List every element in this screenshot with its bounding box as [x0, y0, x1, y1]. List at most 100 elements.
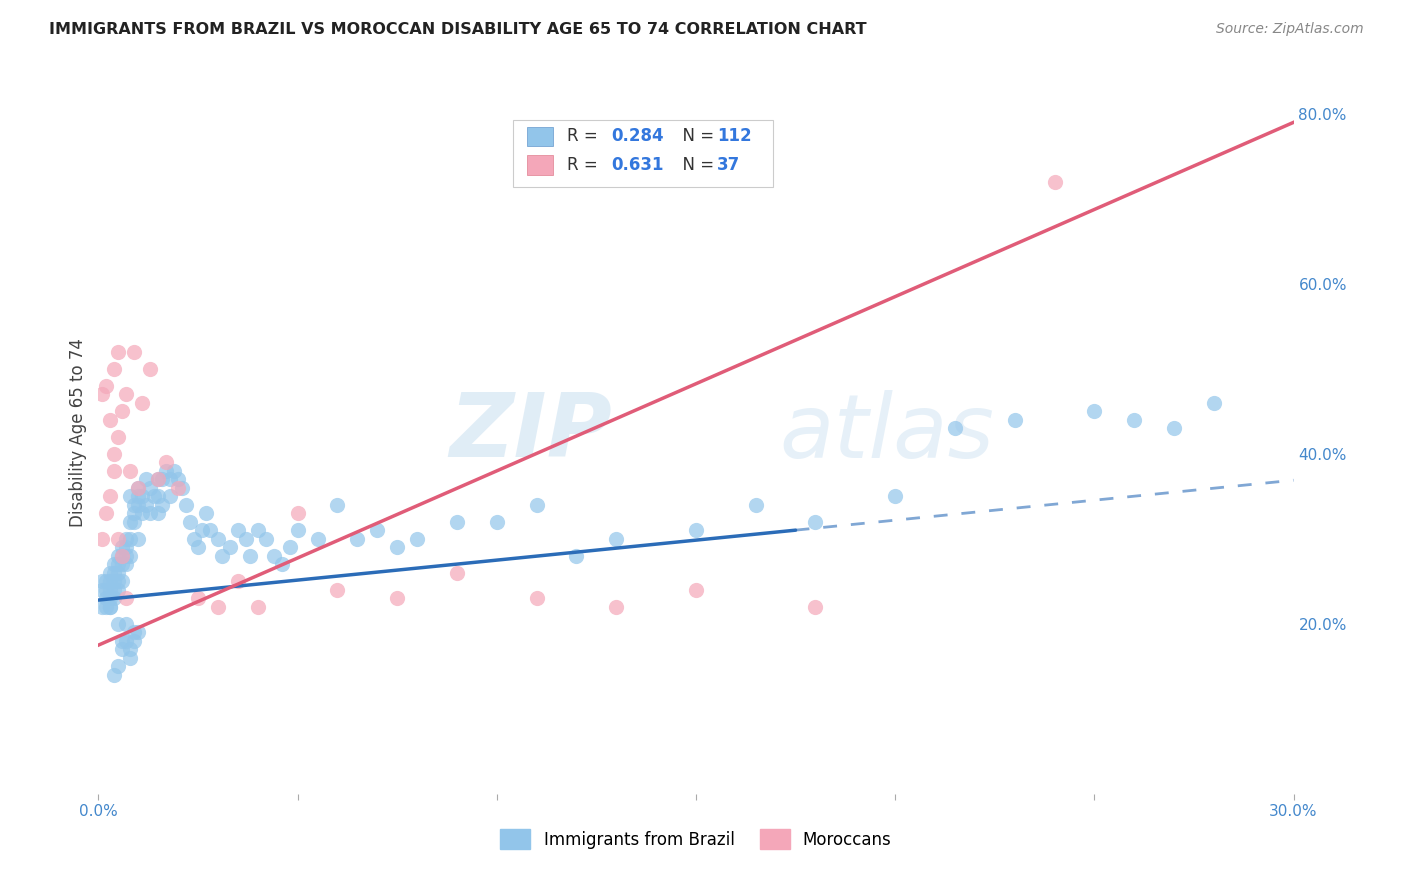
Immigrants from Brazil: [103, 558, 125, 572]
Immigrants from Brazil: [107, 616, 129, 631]
Immigrants from Brazil: [366, 524, 388, 538]
Immigrants from Brazil: [1123, 413, 1146, 427]
Immigrants from Brazil: [131, 507, 153, 521]
Text: IMMIGRANTS FROM BRAZIL VS MOROCCAN DISABILITY AGE 65 TO 74 CORRELATION CHART: IMMIGRANTS FROM BRAZIL VS MOROCCAN DISAB…: [49, 22, 868, 37]
Immigrants from Brazil: [307, 532, 329, 546]
Immigrants from Brazil: [107, 574, 129, 589]
Immigrants from Brazil: [219, 541, 242, 555]
Text: Source: ZipAtlas.com: Source: ZipAtlas.com: [1216, 22, 1364, 37]
Immigrants from Brazil: [287, 524, 309, 538]
Moroccans: [120, 464, 142, 478]
Immigrants from Brazil: [270, 558, 292, 572]
Immigrants from Brazil: [91, 574, 114, 589]
Moroccans: [96, 379, 118, 393]
Immigrants from Brazil: [115, 541, 138, 555]
Immigrants from Brazil: [127, 481, 149, 495]
Immigrants from Brazil: [115, 633, 138, 648]
Immigrants from Brazil: [150, 472, 173, 486]
Moroccans: [107, 532, 129, 546]
Immigrants from Brazil: [226, 524, 249, 538]
Immigrants from Brazil: [1004, 413, 1026, 427]
Immigrants from Brazil: [346, 532, 368, 546]
Moroccans: [446, 566, 468, 580]
Immigrants from Brazil: [107, 659, 129, 673]
Immigrants from Brazil: [124, 515, 146, 529]
Immigrants from Brazil: [107, 549, 129, 563]
Immigrants from Brazil: [124, 507, 146, 521]
Moroccans: [139, 362, 162, 376]
Immigrants from Brazil: [198, 524, 221, 538]
Immigrants from Brazil: [127, 625, 149, 640]
Immigrants from Brazil: [254, 532, 277, 546]
Y-axis label: Disability Age 65 to 74: Disability Age 65 to 74: [69, 338, 87, 527]
Text: 0.284: 0.284: [612, 128, 664, 145]
Immigrants from Brazil: [235, 532, 257, 546]
Immigrants from Brazil: [120, 515, 142, 529]
Immigrants from Brazil: [98, 566, 122, 580]
Text: N =: N =: [672, 156, 720, 174]
Immigrants from Brazil: [111, 642, 134, 657]
Moroccans: [96, 507, 118, 521]
Immigrants from Brazil: [685, 524, 707, 538]
Immigrants from Brazil: [98, 591, 122, 606]
Moroccans: [91, 532, 114, 546]
Moroccans: [685, 582, 707, 597]
Immigrants from Brazil: [159, 489, 181, 503]
Immigrants from Brazil: [485, 515, 508, 529]
Immigrants from Brazil: [1163, 421, 1185, 435]
Immigrants from Brazil: [124, 633, 146, 648]
Immigrants from Brazil: [103, 566, 125, 580]
Immigrants from Brazil: [120, 532, 142, 546]
Immigrants from Brazil: [526, 498, 548, 512]
Immigrants from Brazil: [211, 549, 233, 563]
Immigrants from Brazil: [446, 515, 468, 529]
Moroccans: [326, 582, 349, 597]
Immigrants from Brazil: [103, 582, 125, 597]
Immigrants from Brazil: [163, 464, 186, 478]
Moroccans: [124, 344, 146, 359]
Immigrants from Brazil: [143, 489, 166, 503]
Immigrants from Brazil: [148, 489, 170, 503]
Moroccans: [98, 489, 122, 503]
Immigrants from Brazil: [111, 558, 134, 572]
Immigrants from Brazil: [131, 489, 153, 503]
Moroccans: [605, 599, 627, 614]
Immigrants from Brazil: [111, 549, 134, 563]
Moroccans: [103, 447, 125, 461]
Immigrants from Brazil: [278, 541, 301, 555]
Immigrants from Brazil: [115, 549, 138, 563]
Moroccans: [107, 344, 129, 359]
Immigrants from Brazil: [124, 625, 146, 640]
Immigrants from Brazil: [111, 541, 134, 555]
Immigrants from Brazil: [1202, 396, 1225, 410]
Immigrants from Brazil: [124, 498, 146, 512]
Moroccans: [107, 430, 129, 444]
Immigrants from Brazil: [115, 558, 138, 572]
Immigrants from Brazil: [107, 558, 129, 572]
Immigrants from Brazil: [385, 541, 409, 555]
Immigrants from Brazil: [111, 574, 134, 589]
Immigrants from Brazil: [1083, 404, 1105, 418]
Immigrants from Brazil: [115, 616, 138, 631]
Immigrants from Brazil: [98, 582, 122, 597]
Immigrants from Brazil: [127, 498, 149, 512]
Immigrants from Brazil: [187, 541, 209, 555]
Moroccans: [103, 464, 125, 478]
Immigrants from Brazil: [263, 549, 285, 563]
Immigrants from Brazil: [148, 507, 170, 521]
Immigrants from Brazil: [103, 574, 125, 589]
Moroccans: [103, 362, 125, 376]
Text: N =: N =: [672, 128, 720, 145]
Immigrants from Brazil: [98, 599, 122, 614]
Immigrants from Brazil: [96, 599, 118, 614]
Moroccans: [246, 599, 269, 614]
Immigrants from Brazil: [139, 481, 162, 495]
Immigrants from Brazil: [207, 532, 229, 546]
Immigrants from Brazil: [107, 582, 129, 597]
Immigrants from Brazil: [246, 524, 269, 538]
Immigrants from Brazil: [135, 498, 157, 512]
Text: ZIP: ZIP: [450, 389, 613, 476]
Moroccans: [127, 481, 149, 495]
Immigrants from Brazil: [191, 524, 214, 538]
Immigrants from Brazil: [139, 507, 162, 521]
